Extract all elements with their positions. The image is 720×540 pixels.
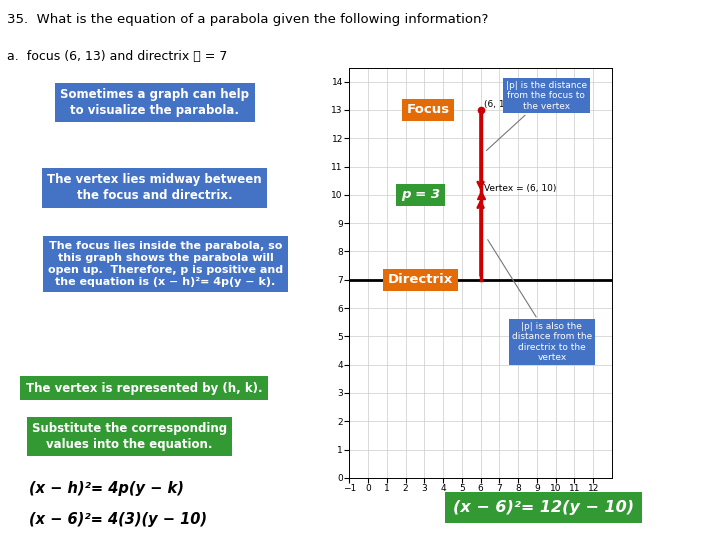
- Text: Directrix: Directrix: [388, 273, 453, 286]
- Text: Vertex = (6, 10): Vertex = (6, 10): [485, 185, 557, 193]
- Text: (x − 6)²= 4(3)(y − 10): (x − 6)²= 4(3)(y − 10): [29, 512, 207, 528]
- Text: a.  focus (6, 13) and directrix ｙ = 7: a. focus (6, 13) and directrix ｙ = 7: [7, 50, 228, 63]
- Text: Sometimes a graph can help
to visualize the parabola.: Sometimes a graph can help to visualize …: [60, 88, 249, 117]
- Text: (6, 13): (6, 13): [485, 99, 514, 109]
- Text: (x − 6)²= 12(y − 10): (x − 6)²= 12(y − 10): [453, 500, 634, 515]
- Text: The vertex lies midway between
the focus and directrix.: The vertex lies midway between the focus…: [48, 173, 262, 202]
- Text: 35.  What is the equation of a parabola given the following information?: 35. What is the equation of a parabola g…: [7, 14, 489, 26]
- Text: |p| is also the
distance from the
directrix to the
vertex: |p| is also the distance from the direct…: [487, 240, 592, 362]
- Text: |p| is the distance
from the focus to
the vertex: |p| is the distance from the focus to th…: [487, 81, 587, 151]
- Text: (x − h)²= 4p(y − k): (x − h)²= 4p(y − k): [29, 481, 184, 496]
- Text: The vertex is represented by (h, k).: The vertex is represented by (h, k).: [26, 382, 262, 395]
- Text: Substitute the corresponding
values into the equation.: Substitute the corresponding values into…: [32, 422, 228, 451]
- Text: p = 3: p = 3: [401, 188, 440, 201]
- Text: The focus lies inside the parabola, so
this graph shows the parabola will
open u: The focus lies inside the parabola, so t…: [48, 241, 283, 287]
- Text: Focus: Focus: [407, 104, 449, 117]
